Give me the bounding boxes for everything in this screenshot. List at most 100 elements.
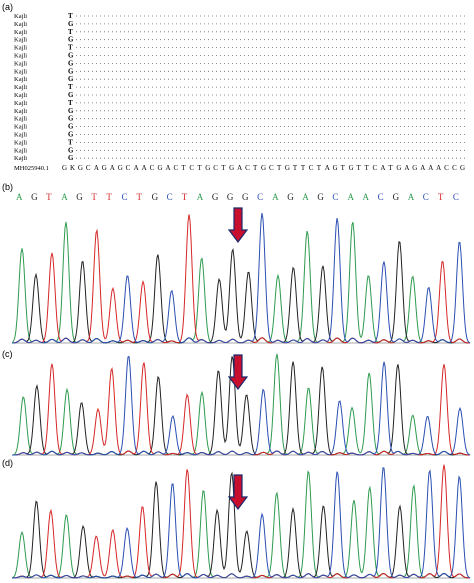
arrow — [227, 354, 249, 390]
row-label: Kajli — [14, 37, 27, 44]
trace-base: G — [227, 192, 234, 202]
row-base: T — [68, 28, 73, 36]
row-base: G — [68, 123, 74, 131]
trace — [12, 467, 471, 579]
reference-base: T — [221, 164, 226, 172]
reference-base: C — [309, 164, 314, 172]
reference-base: C — [189, 164, 194, 172]
reference-base: A — [165, 164, 170, 172]
reference-base: G — [102, 164, 107, 172]
trace-base: A — [197, 192, 204, 202]
reference-base: G — [349, 164, 354, 172]
trace-base: C — [167, 192, 173, 202]
trace-base: C — [257, 192, 263, 202]
trace-base: A — [347, 192, 354, 202]
row-label: Kajli — [14, 84, 27, 91]
reference-base: T — [341, 164, 346, 172]
row-label: Kajli — [14, 45, 27, 52]
reference-base: C — [126, 164, 131, 172]
arrow — [227, 474, 249, 510]
trace-base: C — [423, 192, 429, 202]
reference-base: A — [134, 164, 139, 172]
trace — [12, 213, 471, 344]
reference-base: C — [452, 164, 457, 172]
arrows — [227, 207, 249, 510]
row-label: Kajli — [14, 53, 27, 60]
reference-base: G — [229, 164, 234, 172]
reference-base: A — [436, 164, 441, 172]
reference-base: C — [372, 164, 377, 172]
reference-base: C — [245, 164, 250, 172]
row-label: Kajli — [14, 132, 27, 139]
row-label: Kajli — [14, 108, 27, 115]
row-base: G — [68, 52, 74, 60]
row-base: G — [68, 75, 74, 83]
trace-base: A — [272, 192, 279, 202]
trace-base: T — [438, 192, 444, 202]
trace-base: G — [317, 192, 324, 202]
reference-base: T — [388, 164, 393, 172]
reference-base: G — [158, 164, 163, 172]
reference-base: T — [197, 164, 202, 172]
row-base: G — [68, 107, 74, 115]
reference-base: C — [86, 164, 91, 172]
reference-base: G — [333, 164, 338, 172]
row-base: T — [68, 83, 73, 91]
row-label: Kajli — [14, 21, 27, 28]
reference-base: C — [173, 164, 178, 172]
reference-base: G — [118, 164, 123, 172]
reference-base: T — [357, 164, 362, 172]
panel-label: (c) — [2, 349, 13, 359]
reference-base: A — [420, 164, 425, 172]
trace — [11, 221, 470, 344]
reference-base: A — [404, 164, 409, 172]
reference-base: C — [213, 164, 218, 172]
reference-base: A — [428, 164, 433, 172]
row-label: Kajli — [14, 139, 27, 146]
row-label: Kajli — [14, 68, 27, 75]
reference-base: A — [237, 164, 242, 172]
reference-base: C — [150, 164, 155, 172]
row-base: T — [68, 99, 73, 107]
reference-base: G — [205, 164, 210, 172]
trace-base: A — [61, 192, 68, 202]
reference-base: G — [78, 164, 83, 172]
trace-base: A — [363, 192, 370, 202]
trace-base: T — [182, 192, 188, 202]
reference-base: G — [285, 164, 290, 172]
trace-base: T — [137, 192, 143, 202]
trace-base: G — [152, 192, 159, 202]
trace-base: G — [212, 192, 219, 202]
panel-label: (a) — [2, 2, 13, 12]
reference-base: T — [317, 164, 322, 172]
reference-base: T — [277, 164, 282, 172]
row-label: Kajli — [14, 116, 27, 123]
row-base: T — [68, 44, 73, 52]
trace-base: C — [332, 192, 338, 202]
trace-base: A — [302, 192, 309, 202]
row-label: Kajli — [14, 155, 27, 162]
row-label: Kajli — [14, 92, 27, 99]
reference-base: A — [142, 164, 147, 172]
reference-base: G — [62, 164, 67, 172]
reference-base: T — [301, 164, 306, 172]
reference-base: G — [412, 164, 417, 172]
reference-base: C — [269, 164, 274, 172]
panel-label: (d) — [2, 458, 13, 468]
trace-base: G — [287, 192, 294, 202]
trace-base: T — [91, 192, 97, 202]
reference-base: T — [253, 164, 258, 172]
row-label: Kajli — [14, 147, 27, 154]
arrow — [227, 207, 249, 243]
row-base: T — [68, 12, 73, 20]
trace-base: C — [453, 192, 459, 202]
reference-base: G — [396, 164, 401, 172]
row-label: Kajli — [14, 60, 27, 67]
trace-base: G — [242, 192, 249, 202]
row-base: G — [68, 20, 74, 28]
row-base: G — [68, 59, 74, 67]
trace-base: A — [16, 192, 23, 202]
reference-base: T — [181, 164, 186, 172]
trace-base: C — [378, 192, 384, 202]
reference-base: A — [94, 164, 99, 172]
